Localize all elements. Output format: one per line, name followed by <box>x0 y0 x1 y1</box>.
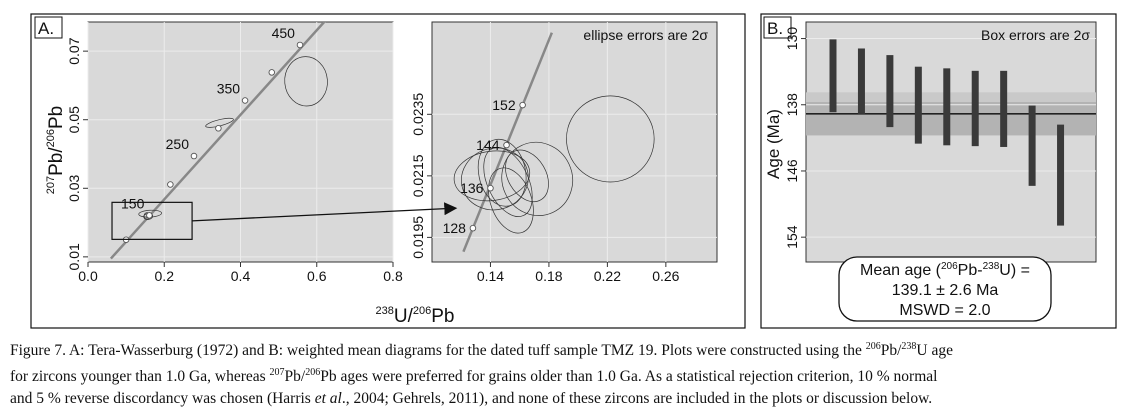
y-tick-label: 146 <box>784 159 800 183</box>
caption-text: and 5 % reverse discordancy was chosen (… <box>10 390 315 408</box>
age-error-box <box>1028 105 1036 186</box>
x-tick-label: 0.0 <box>78 268 98 284</box>
y-tick-label: 0.01 <box>66 243 82 270</box>
y-tick-label: 0.03 <box>66 174 82 201</box>
y-axis-label-age: Age (Ma) <box>764 109 783 179</box>
mean-age-box <box>838 256 1052 322</box>
concordia-age-label: 144 <box>476 137 500 153</box>
caption-superscript: 207 <box>269 367 285 379</box>
panel-b-label-box <box>763 16 792 39</box>
x-tick-label: 0.6 <box>307 268 327 284</box>
concordia-age-marker <box>503 141 510 149</box>
concordia-age-marker <box>190 152 198 160</box>
caption-text: Pb/ <box>284 368 306 386</box>
age-error-box <box>1000 70 1008 147</box>
age-error-box <box>829 39 837 113</box>
y-tick-label: 138 <box>784 93 800 117</box>
y-axis-label-tw: 207Pb/206Pb <box>45 106 67 195</box>
zoom-arrow <box>192 202 458 222</box>
concordia-age-marker <box>241 97 249 104</box>
y-tick-label: 154 <box>784 225 800 249</box>
concordia-age-label: 150 <box>121 195 145 211</box>
x-tick-label: 0.22 <box>594 268 621 284</box>
concordia-age-label: 450 <box>272 25 296 41</box>
y-tick-label: 0.0215 <box>410 154 426 197</box>
panel-b-frame <box>760 13 1117 329</box>
error-ellipse <box>501 141 573 216</box>
y-tick-label: 130 <box>784 27 800 51</box>
concordia-age-marker <box>167 181 174 188</box>
x-tick-label: 0.4 <box>231 268 251 284</box>
mean-error-band-inner <box>806 102 1096 136</box>
x-tick-label: 0.14 <box>477 268 504 284</box>
concordia-age-marker <box>146 212 153 219</box>
caption-text: U age <box>916 342 953 360</box>
caption-text: Pb/ <box>880 342 902 360</box>
concordia-age-marker <box>519 101 526 109</box>
error-ellipse <box>461 147 529 211</box>
caption-text: ., 2004; Gehrels, 2011), and none of the… <box>341 390 933 408</box>
mean-age-line1: Mean age (206Pb-238U) = <box>860 261 1030 279</box>
caption-italic: et al <box>314 390 342 408</box>
concordia-age-label: 250 <box>166 136 190 152</box>
figure-7: A. B. 150 250 350 450 0.0 0.2 0.4 0.6 0.8 0.01 0… <box>30 13 1117 329</box>
caption-text: Pb ages were preferred for grains older … <box>320 368 938 386</box>
plot-tw-full: 150 250 350 450 0.0 0.2 0.4 0.6 0.8 0.01 0.03 0.0… <box>45 21 403 284</box>
concordia-age-label: 350 <box>217 81 241 97</box>
age-error-box <box>886 55 894 128</box>
caption-line-1: Figure 7. A: Tera-Wasserburg (1972) and … <box>10 336 1128 362</box>
plot-tw-zoom-area <box>431 21 718 263</box>
plot-tw-zoom: 128 136 144 152 0.14 0.18 0.22 0.26 0.0195 0.02… <box>410 21 718 284</box>
caption-superscript: 206 <box>865 341 881 352</box>
concordia-age-marker <box>215 125 222 132</box>
caption-superscript: 238 <box>901 341 917 352</box>
x-tick-label: 0.26 <box>652 268 679 284</box>
mean-age-line3: MSWD = 2.0 <box>899 302 990 319</box>
x-tick-label: 0.8 <box>383 268 403 284</box>
age-error-box <box>1057 124 1065 226</box>
concordia-age-label: 152 <box>492 97 516 113</box>
panel-a-label-box <box>34 16 63 39</box>
concordia-age-marker <box>487 184 494 192</box>
figure-svg: A. B. 150 250 350 450 0.0 0.2 0.4 0.6 0.8 0.01 0… <box>30 13 1117 329</box>
caption-text: for zircons younger than 1.0 Ga, whereas <box>10 368 270 386</box>
y-tick-label: 0.0195 <box>410 216 426 259</box>
age-error-box <box>971 70 979 147</box>
x-axis-label-tw: 238U/206Pb <box>376 305 455 327</box>
panel-b-label: B. <box>767 19 783 38</box>
caption-line-2: for zircons younger than 1.0 Ga, whereas… <box>10 362 1128 388</box>
concordia-age-marker <box>469 224 477 232</box>
panel-a-frame <box>30 13 746 329</box>
plot-weighted-mean-area <box>805 21 1097 263</box>
age-error-box <box>914 66 922 144</box>
concordia-age-marker <box>268 69 276 76</box>
error-ellipse <box>284 56 328 107</box>
y-tick-label: 0.05 <box>66 106 82 133</box>
ellipse-error-note: ellipse errors are 2σ <box>583 27 708 43</box>
caption-line-3: and 5 % reverse discordancy was chosen (… <box>10 388 1128 410</box>
y-tick-label: 0.07 <box>66 37 82 64</box>
caption-text: Figure 7. A: Tera-Wasserburg (1972) and … <box>10 342 866 360</box>
mean-age-line2: 139.1 ± 2.6 Ma <box>892 282 999 299</box>
error-ellipse <box>505 149 549 202</box>
error-ellipse <box>477 138 527 207</box>
figure-caption: Figure 7. A: Tera-Wasserburg (1972) and … <box>10 336 1128 410</box>
y-tick-label: 0.0235 <box>410 93 426 136</box>
concordia-age-marker <box>296 41 304 49</box>
error-ellipse <box>566 95 655 183</box>
box-error-note: Box errors are 2σ <box>981 27 1090 43</box>
x-tick-label: 0.18 <box>535 268 562 284</box>
error-ellipse <box>488 167 534 234</box>
x-tick-label: 0.2 <box>155 268 175 284</box>
concordia-age-label: 136 <box>460 180 484 196</box>
concordia-age-label: 128 <box>443 220 467 236</box>
age-error-box <box>857 48 865 114</box>
panel-a-label: A. <box>38 19 54 38</box>
caption-superscript: 206 <box>305 367 321 379</box>
age-error-box <box>943 68 951 146</box>
